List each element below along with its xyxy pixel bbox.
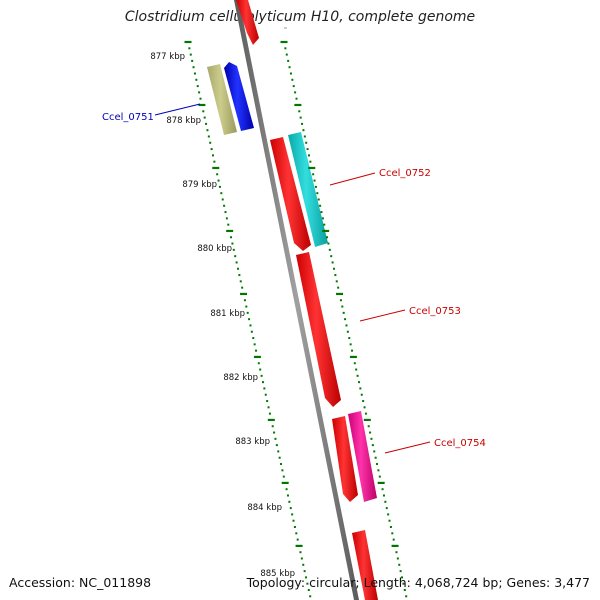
gene-arrow-ccel-0751-blue[interactable] [224,62,254,131]
leader-ccel-0751 [154,103,201,116]
gene-label-ccel-0753[interactable]: Ccel_0753 [409,306,461,317]
gene-arrow-ccel-0753-red[interactable] [296,252,341,407]
tick-track-right [280,40,408,598]
tick-label-884: 884 kbp [247,503,282,513]
tick-label-877: 877 kbp [150,52,185,62]
tick-label-883: 883 kbp [235,437,270,447]
gene-arrow-bottom-red[interactable] [352,530,378,600]
tick-track-left [184,40,312,598]
leader-ccel-0752 [329,172,376,186]
accession-text: Accession: NC_011898 [9,575,152,590]
gene-arrow-top-red[interactable] [236,0,259,45]
leader-ccel-0753 [359,309,406,322]
gene-label-ccel-0754[interactable]: Ccel_0754 [434,438,486,449]
gene-arrow-ccel-0754-magenta[interactable] [348,411,377,502]
genome-summary-text: Topology: circular; Length: 4,068,724 bp… [246,575,590,590]
gene-arrow-ccel-0751-olive[interactable] [207,64,237,135]
map-title: Clostridium cellulolyticum H10, complete… [124,9,476,25]
tick-label-881: 881 kbp [210,309,245,319]
gene-arrow-ccel-0752-red[interactable] [270,137,311,251]
gene-label-ccel-0752[interactable]: Ccel_0752 [379,168,431,179]
tick-label-879: 879 kbp [182,180,217,190]
gene-arrow-ccel-0752-cyan[interactable] [288,132,328,247]
tick-label-882: 882 kbp [223,373,258,383]
tick-labels: 877 kbp 878 kbp 879 kbp 880 kbp 881 kbp … [150,52,295,579]
tick-label-880: 880 kbp [197,244,232,254]
tick-label-878: 878 kbp [166,116,201,126]
gene-label-ccel-0751[interactable]: Ccel_0751 [102,112,154,123]
gene-arrow-ccel-0754-red[interactable] [332,416,358,502]
genome-backbone [234,0,359,600]
leader-ccel-0754 [384,441,431,454]
tick-label-885: 885 kbp [260,569,295,579]
